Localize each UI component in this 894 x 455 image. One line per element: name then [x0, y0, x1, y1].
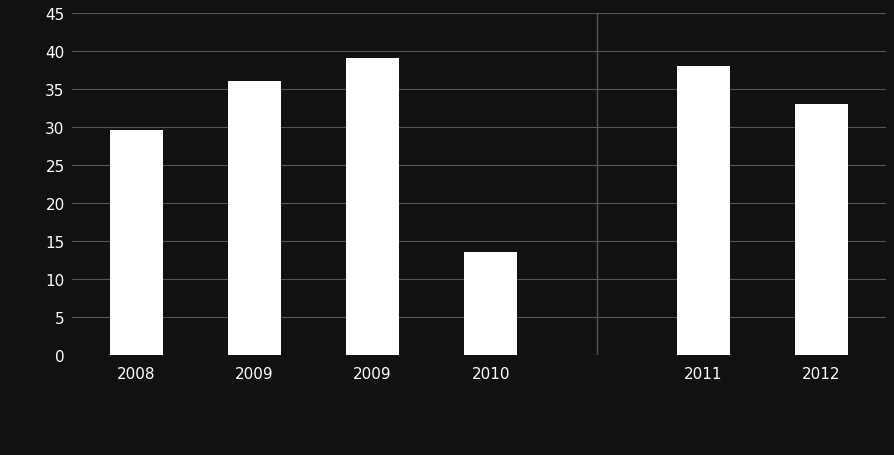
Bar [676, 67, 729, 355]
Legend: Regra, Exceção: Regra, Exceção [26, 450, 204, 455]
Bar [464, 253, 517, 355]
Bar [110, 131, 163, 355]
Bar [346, 59, 399, 355]
Bar [794, 105, 847, 355]
Bar [228, 82, 281, 355]
